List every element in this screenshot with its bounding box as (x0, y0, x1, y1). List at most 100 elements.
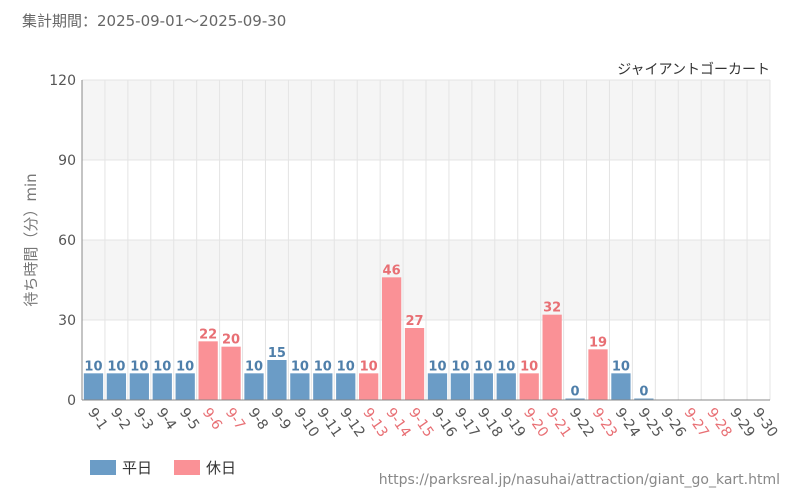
value-label-9-6: 22 (199, 327, 217, 342)
bar-9-20 (519, 373, 539, 400)
bar-9-19 (496, 373, 516, 400)
value-label-9-14: 46 (383, 263, 401, 278)
bar-9-15 (404, 328, 425, 400)
bar-9-2 (106, 373, 127, 400)
bar-9-6 (198, 341, 218, 400)
legend-label-weekday: 平日 (122, 459, 153, 477)
x-tick-label-9-11: 9-11 (314, 405, 345, 440)
bar-9-22 (565, 398, 585, 400)
period-label: 集計期間：2025-09-01～2025-09-30 (22, 12, 287, 30)
bar-9-14 (381, 277, 402, 400)
y-tick-label: 0 (67, 393, 76, 409)
x-tick-label-9-9: 9-9 (268, 405, 294, 433)
x-tick-label-9-30: 9-30 (749, 405, 780, 440)
value-label-9-2: 10 (107, 359, 125, 374)
bar-9-21 (542, 314, 562, 400)
x-tick-label-9-18: 9-18 (474, 405, 505, 440)
legend-label-holiday: 休日 (206, 459, 237, 477)
bar-9-5 (175, 373, 195, 400)
bar-9-4 (152, 373, 172, 400)
x-tick-label-9-10: 9-10 (291, 405, 322, 440)
legend-swatch-weekday (90, 460, 116, 475)
x-tick-label-9-13: 9-13 (359, 405, 390, 440)
x-tick-label-9-1: 9-1 (84, 405, 110, 433)
x-tick-label-9-25: 9-25 (635, 405, 666, 440)
value-label-9-11: 10 (314, 359, 332, 374)
bar-9-24 (611, 373, 631, 400)
value-label-9-8: 10 (245, 359, 263, 374)
horizontal-gridlines (82, 79, 770, 321)
x-tick-label-9-14: 9-14 (382, 405, 413, 440)
value-label-9-16: 10 (428, 359, 446, 374)
x-tick-label-9-28: 9-28 (703, 405, 734, 440)
bar-9-16 (427, 373, 448, 400)
bar-9-1 (83, 373, 104, 400)
value-label-9-23: 19 (589, 335, 607, 350)
legend-swatch-holiday (174, 460, 201, 475)
y-tick-label: 120 (49, 73, 76, 89)
y-tick-label: 60 (58, 233, 76, 249)
bar-9-17 (450, 373, 471, 400)
value-label-9-25: 0 (639, 385, 648, 400)
value-label-9-17: 10 (451, 359, 469, 374)
x-tick-label-9-8: 9-8 (245, 405, 271, 433)
x-tick-label-9-27: 9-27 (680, 405, 711, 440)
value-label-9-13: 10 (360, 359, 378, 374)
x-tick-label-9-21: 9-21 (543, 405, 574, 440)
x-tick-label-9-26: 9-26 (658, 405, 689, 440)
x-tick-label-9-16: 9-16 (428, 405, 459, 440)
value-label-9-21: 32 (543, 301, 561, 316)
bar-9-8 (244, 373, 264, 400)
bar-9-11 (313, 373, 333, 400)
bar-9-13 (359, 373, 379, 400)
bar-9-3 (129, 373, 149, 400)
value-label-9-24: 10 (612, 359, 630, 374)
value-label-9-18: 10 (474, 359, 492, 374)
x-tick-label-9-19: 9-19 (497, 405, 528, 440)
legend: 平日 休日 (90, 457, 236, 478)
value-label-9-3: 10 (130, 359, 148, 374)
x-tick-label-9-22: 9-22 (566, 405, 597, 440)
bar-9-9 (267, 360, 287, 400)
y-tick-label: 30 (58, 313, 76, 329)
x-tick-label-9-12: 9-12 (336, 405, 367, 440)
x-tick-label-9-23: 9-23 (589, 405, 620, 440)
bar-9-12 (336, 373, 356, 400)
vertical-gridlines (104, 80, 771, 400)
bars (83, 277, 654, 400)
x-tick-label-9-7: 9-7 (222, 405, 248, 433)
value-labels: 10 10 10 10 10 22 20 10 15 10 10 10 10 46 27 10 10 10 10 10… (84, 263, 648, 399)
source-url: https://parksreal.jp/nasuhai/attraction/… (378, 472, 780, 488)
chart-title: ジャイアントゴーカート (617, 61, 770, 78)
x-tick-label-9-5: 9-5 (176, 405, 202, 433)
bar-9-10 (290, 373, 310, 400)
value-label-9-1: 10 (84, 359, 102, 374)
x-tick-label-9-29: 9-29 (726, 405, 757, 440)
value-label-9-20: 10 (520, 359, 538, 374)
x-tick-label-9-2: 9-2 (107, 405, 133, 433)
bar-9-23 (588, 349, 608, 400)
x-tick-labels: 9-19-29-39-49-59-69-79-89-99-109-119-129… (84, 405, 780, 440)
value-label-9-10: 10 (291, 359, 309, 374)
x-tick-label-9-15: 9-15 (405, 405, 436, 440)
legend-item-holiday: 休日 (174, 457, 236, 478)
value-label-9-19: 10 (497, 359, 515, 374)
bar-9-25 (634, 398, 654, 400)
bar-9-18 (473, 373, 493, 400)
legend-item-weekday: 平日 (90, 457, 152, 478)
value-label-9-9: 15 (268, 346, 286, 361)
value-label-9-7: 20 (222, 333, 240, 348)
value-label-9-4: 10 (153, 359, 171, 374)
value-label-9-5: 10 (176, 359, 194, 374)
value-label-9-12: 10 (337, 359, 355, 374)
x-tick-label-9-3: 9-3 (130, 405, 156, 433)
x-tick-label-9-24: 9-24 (612, 405, 643, 440)
y-tick-labels: 0 30 60 90 120 (49, 73, 76, 409)
x-tick-label-9-4: 9-4 (153, 405, 179, 433)
y-axis-title: 待ち時間（分）min (22, 173, 40, 306)
value-label-9-15: 27 (405, 314, 423, 329)
bar-9-7 (221, 346, 241, 400)
value-label-9-22: 0 (571, 385, 580, 400)
x-tick-label-9-6: 9-6 (199, 405, 225, 433)
